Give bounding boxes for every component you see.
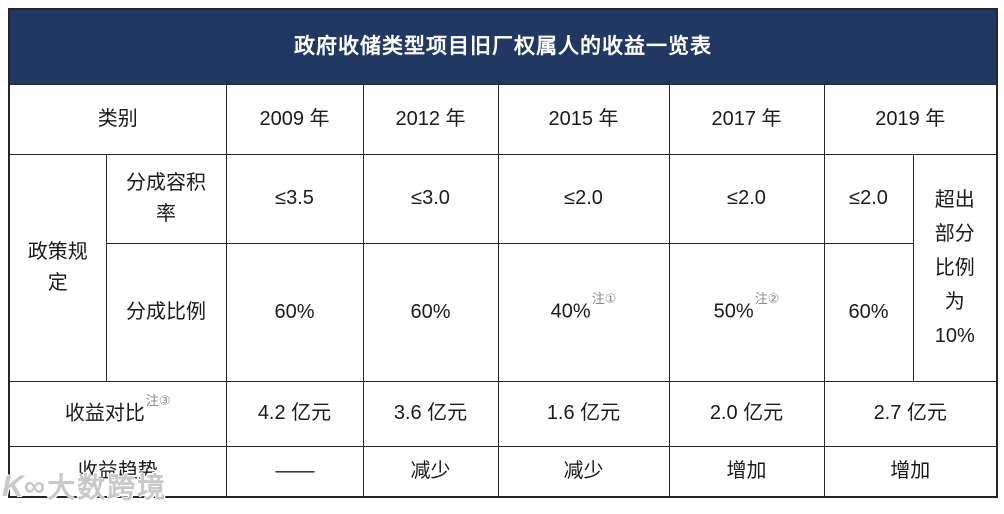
year-header-2019: 2019 年 <box>823 83 998 155</box>
income-value-2012: 3.6 亿元 <box>362 380 499 447</box>
year-header-2017: 2017 年 <box>668 83 825 155</box>
ratio-row: 分成比例 60% 60% 40%注① 50%注② 60% <box>9 242 997 382</box>
year-header-2009: 2009 年 <box>225 83 364 155</box>
table-title: 政府收储类型项目旧厂权属人的收益一览表 <box>8 8 998 85</box>
policy-group-cell: 政策规定 <box>8 153 107 382</box>
trend-row: 收益趋势 —— 减少 减少 增加 增加 <box>8 445 998 498</box>
excess-note: 超出部分比例为10% <box>934 188 975 347</box>
far-value-2012: ≤3.0 <box>362 153 499 244</box>
income-value-2019: 2.7 亿元 <box>823 380 998 447</box>
footnote-ref-3: 注③ <box>145 392 171 408</box>
ratio-value-2017: 50%注② <box>668 242 825 382</box>
income-value-2009: 4.2 亿元 <box>225 380 364 447</box>
ratio-label-cell: 分成比例 <box>105 242 227 382</box>
ratio-value-2019: 60% <box>823 242 914 382</box>
trend-value-2012: 减少 <box>362 445 499 498</box>
ratio-value-2015-text: 40% <box>550 300 591 323</box>
far-value-2019: ≤2.0 <box>823 153 914 244</box>
income-value-2017: 2.0 亿元 <box>668 380 825 447</box>
ratio-value-2012: 60% <box>362 242 499 382</box>
category-header-cell: 类别 <box>8 83 227 155</box>
year-header-2012: 2012 年 <box>362 83 499 155</box>
far-label: 分成容积率 <box>126 171 206 225</box>
income-row: 收益对比注③ 4.2 亿元 3.6 亿元 1.6 亿元 2.0 亿元 2.7 亿… <box>8 380 998 447</box>
year-header-2015: 2015 年 <box>497 83 670 155</box>
excess-note-cell: 超出部分比例为10% <box>912 153 998 382</box>
far-label-cell: 分成容积率 <box>105 153 227 244</box>
far-row: 政策规定 分成容积率 ≤3.5 ≤3.0 ≤2.0 ≤2.0 ≤2.0 超出部分… <box>8 153 998 382</box>
trend-value-2019: 增加 <box>823 445 998 498</box>
income-table: 政府收储类型项目旧厂权属人的收益一览表 类别 2009 年 2012 年 201… <box>8 8 998 498</box>
footnote-ref-1: 注① <box>591 291 617 307</box>
far-value-2015: ≤2.0 <box>497 153 670 244</box>
policy-group-label: 政策规定 <box>27 240 88 294</box>
ratio-value-2015: 40%注① <box>497 242 670 382</box>
header-row: 类别 2009 年 2012 年 2015 年 2017 年 2019 年 <box>8 83 998 155</box>
far-value-2009: ≤3.5 <box>225 153 364 244</box>
trend-value-2009: —— <box>225 445 364 498</box>
title-row: 政府收储类型项目旧厂权属人的收益一览表 <box>8 8 998 85</box>
income-label-cell: 收益对比注③ <box>8 380 227 447</box>
trend-value-2017: 增加 <box>668 445 825 498</box>
ratio-value-2017-text: 50% <box>713 300 754 323</box>
income-value-2015: 1.6 亿元 <box>497 380 670 447</box>
footnote-ref-2: 注② <box>754 291 780 307</box>
income-label: 收益对比 <box>64 402 145 425</box>
trend-value-2015: 减少 <box>497 445 670 498</box>
income-table-container: 政府收储类型项目旧厂权属人的收益一览表 类别 2009 年 2012 年 201… <box>8 8 998 498</box>
trend-label-cell: 收益趋势 <box>8 445 227 498</box>
ratio-value-2009: 60% <box>225 242 364 382</box>
far-value-2017: ≤2.0 <box>668 153 825 244</box>
